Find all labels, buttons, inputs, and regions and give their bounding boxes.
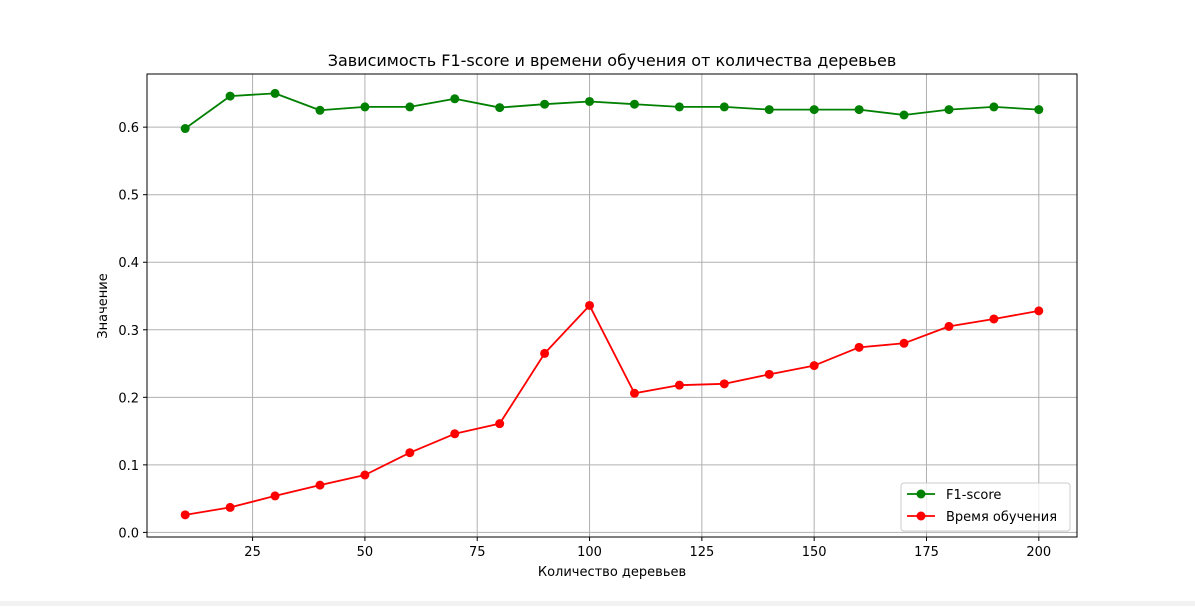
data-point-training-time bbox=[540, 348, 550, 358]
data-point-training-time bbox=[360, 470, 370, 480]
y-axis-label: Значение bbox=[96, 273, 111, 338]
data-point-training-time bbox=[405, 448, 415, 458]
data-point-f1-score bbox=[180, 124, 190, 134]
data-point-training-time bbox=[764, 369, 774, 379]
data-point-training-time bbox=[674, 380, 684, 390]
data-point-f1-score bbox=[809, 105, 819, 115]
legend-label-f1-score: F1-score bbox=[946, 488, 1001, 503]
legend-marker-training-time bbox=[916, 511, 926, 521]
data-point-f1-score bbox=[989, 102, 999, 112]
legend-item-f1-score: F1-score bbox=[907, 488, 1001, 503]
data-point-training-time bbox=[225, 502, 235, 512]
data-point-training-time bbox=[450, 429, 460, 439]
y-tick-label: 0.1 bbox=[118, 459, 139, 474]
data-point-f1-score bbox=[225, 91, 235, 101]
y-tick-label: 0.2 bbox=[118, 391, 139, 406]
legend-marker-f1-score bbox=[916, 489, 926, 499]
data-point-f1-score bbox=[585, 96, 595, 106]
data-point-f1-score bbox=[719, 102, 729, 112]
legend-box bbox=[900, 482, 1071, 532]
x-tick-label: 100 bbox=[577, 545, 602, 560]
x-tick-label: 200 bbox=[1026, 545, 1051, 560]
data-point-f1-score bbox=[674, 102, 684, 112]
series-layer bbox=[180, 88, 1044, 520]
x-axis-label: Количество деревьев bbox=[538, 565, 686, 580]
data-point-f1-score bbox=[764, 105, 774, 115]
series-line-f1-score bbox=[184, 92, 1039, 130]
data-point-f1-score bbox=[854, 105, 864, 115]
grid bbox=[147, 74, 1077, 537]
data-point-training-time bbox=[989, 314, 999, 324]
data-point-f1-score bbox=[944, 105, 954, 115]
data-point-training-time bbox=[899, 338, 909, 348]
x-tick-label: 75 bbox=[469, 545, 486, 560]
data-point-f1-score bbox=[629, 99, 639, 109]
x-tick-label: 150 bbox=[802, 545, 827, 560]
legend-item-training-time: Время обучения bbox=[907, 510, 1057, 525]
data-point-f1-score bbox=[450, 94, 460, 104]
y-axis-ticks: 0.0 0.1 0.2 0.3 0.4 0.5 0.6 bbox=[118, 121, 147, 541]
data-point-f1-score bbox=[540, 99, 550, 109]
data-point-training-time bbox=[854, 342, 864, 352]
series-f1-score bbox=[180, 88, 1044, 134]
y-tick-label: 0.3 bbox=[118, 324, 139, 339]
series-training-time bbox=[180, 300, 1044, 520]
data-point-training-time bbox=[180, 510, 190, 520]
data-point-training-time bbox=[719, 379, 729, 389]
x-tick-label: 125 bbox=[689, 545, 714, 560]
data-point-f1-score bbox=[360, 102, 370, 112]
data-point-training-time bbox=[270, 491, 280, 501]
data-point-training-time bbox=[629, 388, 639, 398]
x-tick-label: 50 bbox=[357, 545, 374, 560]
x-tick-label: 175 bbox=[914, 545, 939, 560]
data-point-training-time bbox=[495, 419, 505, 429]
data-point-training-time bbox=[1034, 306, 1044, 316]
legend-label-training-time: Время обучения bbox=[946, 510, 1057, 525]
plot-frame bbox=[146, 73, 1078, 538]
y-tick-label: 0.6 bbox=[118, 121, 139, 136]
data-point-f1-score bbox=[270, 88, 280, 98]
series-line-training-time bbox=[185, 304, 1039, 516]
y-tick-label: 0.0 bbox=[118, 526, 139, 541]
data-point-training-time bbox=[809, 361, 819, 371]
bottom-strip bbox=[0, 601, 1195, 606]
data-point-f1-score bbox=[899, 110, 909, 120]
chart-title: Зависимость F1-score и времени обучения … bbox=[328, 51, 897, 70]
y-tick-label: 0.4 bbox=[118, 256, 139, 271]
legend: F1-score Время обучения bbox=[900, 482, 1071, 532]
data-point-training-time bbox=[585, 300, 595, 310]
x-axis-ticks: 25 50 75 100 125 150 175 200 bbox=[244, 537, 1051, 560]
data-point-training-time bbox=[315, 480, 325, 490]
data-point-training-time bbox=[944, 321, 954, 331]
x-tick-label: 25 bbox=[244, 545, 261, 560]
data-point-f1-score bbox=[405, 102, 415, 112]
data-point-f1-score bbox=[495, 103, 505, 113]
y-tick-label: 0.5 bbox=[118, 189, 139, 204]
data-point-f1-score bbox=[315, 105, 325, 115]
data-point-f1-score bbox=[1034, 105, 1044, 115]
